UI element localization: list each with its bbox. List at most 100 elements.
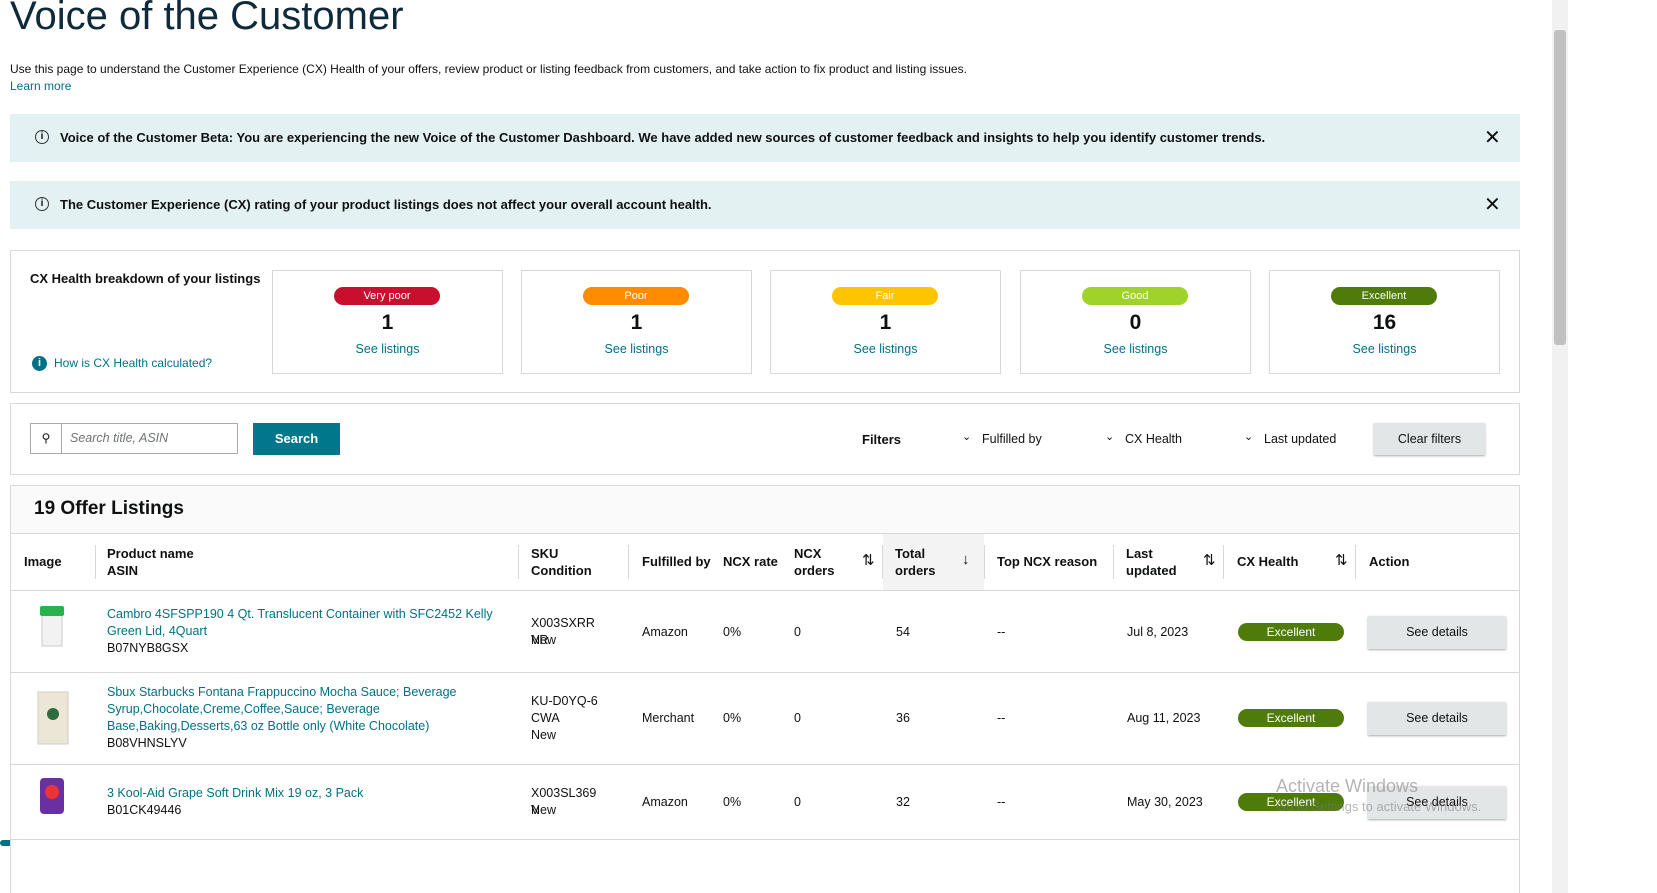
banner-text: Voice of the Customer Beta: You are expe… <box>60 130 1266 145</box>
ncx-orders: 0 <box>794 711 801 725</box>
cx-health-badge: Excellent <box>1238 709 1344 727</box>
close-button[interactable]: ✕ <box>1484 194 1501 216</box>
see-listings-link[interactable]: See listings <box>355 342 420 356</box>
column-header: NCX orders <box>794 546 835 578</box>
cx-card: Poor 1 See listings <box>521 270 752 374</box>
column-separator <box>1113 545 1114 579</box>
search-button[interactable]: Search <box>253 423 340 455</box>
sort-button[interactable]: ↓ <box>962 551 970 568</box>
row-line <box>11 764 1519 765</box>
cx-badge: Fair <box>832 287 938 305</box>
filter-dropdown[interactable]: CX Health <box>1125 432 1182 446</box>
asin: B07NYB8GSX <box>107 641 189 655</box>
page-title: Voice of the Customer <box>10 0 404 38</box>
cx-health-badge: Excellent <box>1238 792 1344 811</box>
help-icon: i <box>32 356 47 371</box>
column-separator <box>95 545 96 579</box>
cx-card: Good 0 See listings <box>1020 270 1251 374</box>
see-listings-link[interactable]: See listings <box>1103 342 1168 356</box>
search-icon: ⚲ <box>30 423 62 454</box>
column-separator <box>984 545 985 579</box>
top-ncx-reason: -- <box>997 794 1006 809</box>
product-image <box>36 772 70 832</box>
info-icon: i <box>35 130 49 144</box>
ncx-rate: 0% <box>723 624 742 639</box>
cx-count: 1 <box>879 311 892 334</box>
sku: X003SL369V <box>531 785 597 817</box>
asin: B08VHNSLYV <box>107 736 187 750</box>
clear-filters-button[interactable]: Clear filters <box>1374 423 1485 455</box>
listings-title: 19 Offer Listings <box>34 498 184 519</box>
see-listings-link[interactable]: See listings <box>604 342 669 356</box>
product-name-link[interactable]: 3 Kool-Aid Grape Soft Drink Mix 19 oz, 3… <box>107 785 364 800</box>
cx-count: 1 <box>381 311 394 334</box>
total-orders: 36 <box>896 711 910 725</box>
ncx-orders: 0 <box>794 624 801 639</box>
column-subheader: ASIN <box>107 563 139 578</box>
product-name-link[interactable]: Sbux Starbucks Fontana Frappuccino Mocha… <box>107 685 457 733</box>
column-header: Product name <box>107 546 194 561</box>
see-details-button[interactable]: See details <box>1368 702 1506 735</box>
close-button[interactable]: ✕ <box>1484 127 1501 149</box>
cx-health-badge: Excellent <box>1238 622 1344 641</box>
column-separator <box>628 545 629 579</box>
column-header: Top NCX reason <box>997 554 1098 569</box>
page-description: Use this page to understand the Customer… <box>10 62 967 76</box>
fulfilled-by: Amazon <box>642 624 688 639</box>
help-link[interactable]: How is CX Health calculated? <box>54 356 213 370</box>
cx-count: 1 <box>630 311 643 334</box>
cx-count: 16 <box>1372 311 1397 334</box>
row-line <box>11 590 1519 591</box>
scrollbar[interactable] <box>1552 0 1568 893</box>
cx-card: Very poor 1 See listings <box>272 270 503 374</box>
ncx-rate: 0% <box>723 711 742 725</box>
fulfilled-by: Amazon <box>642 794 688 809</box>
filter-chevron: ⌄ <box>1105 431 1115 443</box>
watermark-title: Activate Windows <box>1276 776 1419 796</box>
column-header: SKU <box>531 546 559 561</box>
filter-chevron: ⌄ <box>1244 431 1254 443</box>
last-updated: May 30, 2023 <box>1127 794 1203 809</box>
cx-card: Fair 1 See listings <box>770 270 1001 374</box>
ncx-rate: 0% <box>723 794 742 809</box>
filter-dropdown[interactable]: Last updated <box>1264 432 1337 446</box>
cx-badge: Good <box>1082 287 1188 305</box>
product-thumbnail <box>40 777 64 814</box>
cx-badge: Very poor <box>334 287 440 305</box>
ncx-orders: 0 <box>794 794 801 809</box>
last-updated: Jul 8, 2023 <box>1127 624 1189 639</box>
condition: New <box>531 727 557 742</box>
condition: New <box>531 802 557 817</box>
column-header: Total orders <box>895 546 936 578</box>
top-ncx-reason: -- <box>997 711 1006 725</box>
search-input[interactable]: Search title, ASIN <box>62 423 238 454</box>
banner-text: The Customer Experience (CX) rating of y… <box>60 197 712 212</box>
filter-dropdown[interactable]: Fulfilled by <box>982 432 1042 446</box>
row-line <box>11 839 1519 840</box>
cx-health-title: CX Health breakdown of your listings <box>30 271 261 286</box>
see-listings-link[interactable]: See listings <box>1352 342 1417 356</box>
product-name-link[interactable]: Cambro 4SFSPP190 4 Qt. Translucent Conta… <box>107 607 493 638</box>
total-orders: 32 <box>896 794 910 809</box>
sort-button[interactable]: ⇅ <box>1203 552 1216 569</box>
sku: X003SXRRVR <box>531 615 595 647</box>
see-details-button[interactable]: See details <box>1368 615 1506 649</box>
fulfilled-by: Merchant <box>642 711 695 725</box>
column-separator <box>518 545 519 579</box>
sku: KU-D0YQ-6CWA <box>531 693 598 725</box>
sort-button[interactable]: ⇅ <box>1335 552 1348 569</box>
listings-header <box>11 486 1519 534</box>
sort-button[interactable]: ⇅ <box>862 552 875 569</box>
last-updated: Aug 11, 2023 <box>1127 711 1201 725</box>
asin: B01CK49446 <box>107 802 182 817</box>
learn-more-link[interactable]: Learn more <box>10 79 72 93</box>
see-listings-link[interactable]: See listings <box>853 342 918 356</box>
see-details-button[interactable]: See details <box>1368 785 1506 819</box>
cx-badge: Poor <box>583 287 689 305</box>
column-header: Last updated <box>1126 546 1177 578</box>
product-image <box>36 688 70 748</box>
column-header: Image <box>24 554 62 569</box>
product-image <box>36 602 70 662</box>
info-banner <box>10 114 1520 162</box>
